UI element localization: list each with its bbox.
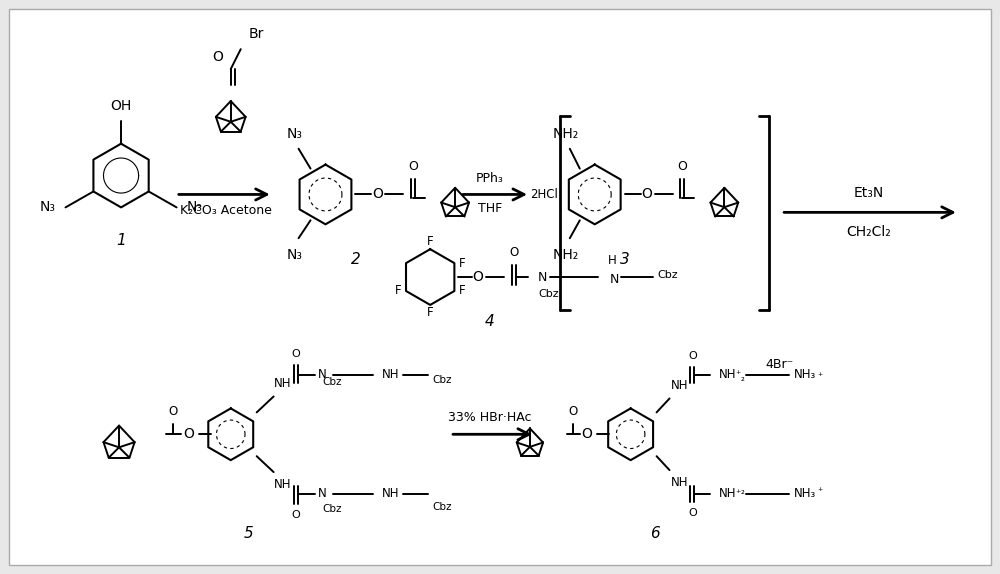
Text: Cbz: Cbz	[432, 502, 452, 512]
Text: O: O	[581, 427, 592, 441]
Text: 5: 5	[244, 526, 254, 541]
Text: F: F	[427, 307, 434, 319]
Text: N₃: N₃	[187, 200, 203, 214]
Text: O: O	[291, 348, 300, 359]
Text: NH: NH	[671, 379, 688, 393]
Text: NH₂: NH₂	[553, 127, 579, 141]
Text: O: O	[372, 188, 383, 201]
FancyBboxPatch shape	[9, 9, 991, 565]
Text: O: O	[291, 510, 300, 520]
Text: O: O	[183, 427, 194, 441]
Text: H: H	[608, 254, 616, 267]
Text: Cbz: Cbz	[658, 270, 678, 280]
Text: NH: NH	[274, 378, 291, 390]
Text: OH: OH	[110, 99, 132, 113]
Text: N₃: N₃	[40, 200, 56, 214]
Text: ⁺: ⁺	[736, 370, 741, 379]
Text: NH₂: NH₂	[553, 248, 579, 262]
Text: ⁺: ⁺	[736, 489, 741, 499]
Text: NH: NH	[718, 368, 736, 381]
Text: 6: 6	[650, 526, 659, 541]
Text: ₂: ₂	[740, 486, 744, 496]
Text: O: O	[168, 405, 178, 418]
Text: NH: NH	[382, 368, 400, 381]
Text: Cbz: Cbz	[322, 504, 342, 514]
Text: ⁺: ⁺	[817, 487, 823, 497]
Text: NH: NH	[274, 478, 291, 491]
Text: O: O	[688, 508, 697, 518]
Text: PPh₃: PPh₃	[476, 172, 504, 185]
Text: N: N	[538, 270, 547, 284]
Text: 3: 3	[620, 251, 630, 267]
Text: F: F	[427, 235, 434, 248]
Text: O: O	[473, 270, 483, 284]
Text: N: N	[610, 273, 619, 285]
Text: F: F	[459, 257, 466, 270]
Text: 4: 4	[485, 315, 495, 329]
Text: ⁺: ⁺	[817, 371, 823, 382]
Text: 2: 2	[351, 251, 360, 267]
Text: ₂: ₂	[740, 373, 744, 383]
Text: Cbz: Cbz	[538, 289, 559, 299]
Text: O: O	[568, 405, 577, 418]
Text: O: O	[641, 188, 652, 201]
Text: Br: Br	[249, 27, 264, 41]
Text: O: O	[509, 246, 519, 259]
Text: F: F	[459, 285, 466, 297]
Text: NH₃: NH₃	[794, 368, 816, 381]
Text: NH₃: NH₃	[794, 487, 816, 501]
Text: THF: THF	[478, 202, 502, 215]
Text: Cbz: Cbz	[432, 374, 452, 385]
Text: Cbz: Cbz	[322, 377, 342, 386]
Text: CH₂Cl₂: CH₂Cl₂	[847, 225, 891, 239]
Text: NH: NH	[718, 487, 736, 501]
Text: 4Br⁻: 4Br⁻	[765, 358, 793, 371]
Text: N: N	[318, 487, 327, 501]
Text: N₃: N₃	[287, 127, 303, 141]
Text: 1: 1	[116, 232, 126, 248]
Text: Et₃N: Et₃N	[854, 187, 884, 200]
Text: K₂CO₃ Acetone: K₂CO₃ Acetone	[180, 204, 272, 217]
Text: N: N	[318, 368, 327, 381]
Text: O: O	[688, 351, 697, 360]
Text: NH: NH	[382, 487, 400, 501]
Text: O: O	[678, 160, 687, 173]
Text: O: O	[212, 50, 223, 64]
Text: O: O	[408, 160, 418, 173]
Text: 2HCl: 2HCl	[530, 188, 558, 201]
Text: N₃: N₃	[287, 248, 303, 262]
Text: 33% HBr·HAc: 33% HBr·HAc	[448, 411, 532, 424]
Text: F: F	[395, 285, 401, 297]
Text: NH: NH	[671, 476, 688, 489]
